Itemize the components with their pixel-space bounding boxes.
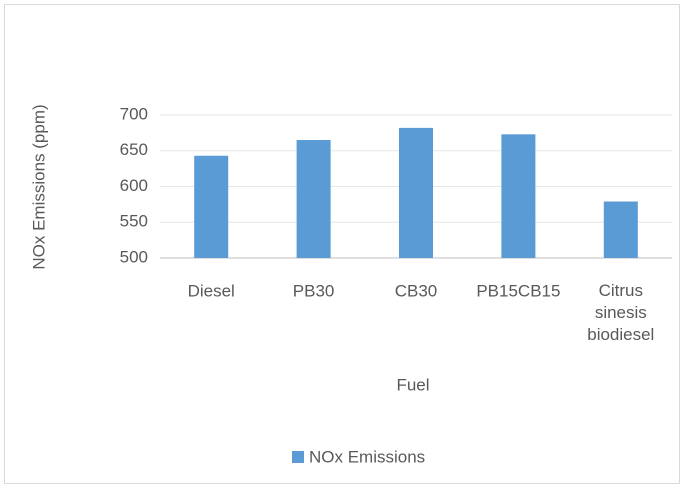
bar <box>501 134 536 258</box>
y-tick-label: 500 <box>120 247 148 266</box>
x-tick-label: CB30 <box>395 281 438 300</box>
x-tick-label: Diesel <box>188 281 235 300</box>
chart-frame <box>4 4 680 484</box>
legend-swatch <box>292 451 304 463</box>
y-tick-label: 550 <box>120 212 148 231</box>
y-tick-label: 650 <box>120 140 148 159</box>
legend-label: NOx Emissions <box>309 447 425 466</box>
y-axis-title: NOx Emissions (ppm) <box>29 104 48 269</box>
bar <box>296 140 331 258</box>
x-axis-title: Fuel <box>396 375 429 394</box>
bar <box>399 127 433 259</box>
x-tick-label: PB30 <box>293 281 335 300</box>
y-tick-label: 700 <box>120 104 148 123</box>
x-tick-label: Citrus sinesis biodiesel <box>587 281 654 344</box>
bar <box>194 155 229 258</box>
bar <box>603 201 638 258</box>
x-tick-label: PB15CB15 <box>476 281 560 300</box>
y-tick-label: 600 <box>120 176 148 195</box>
